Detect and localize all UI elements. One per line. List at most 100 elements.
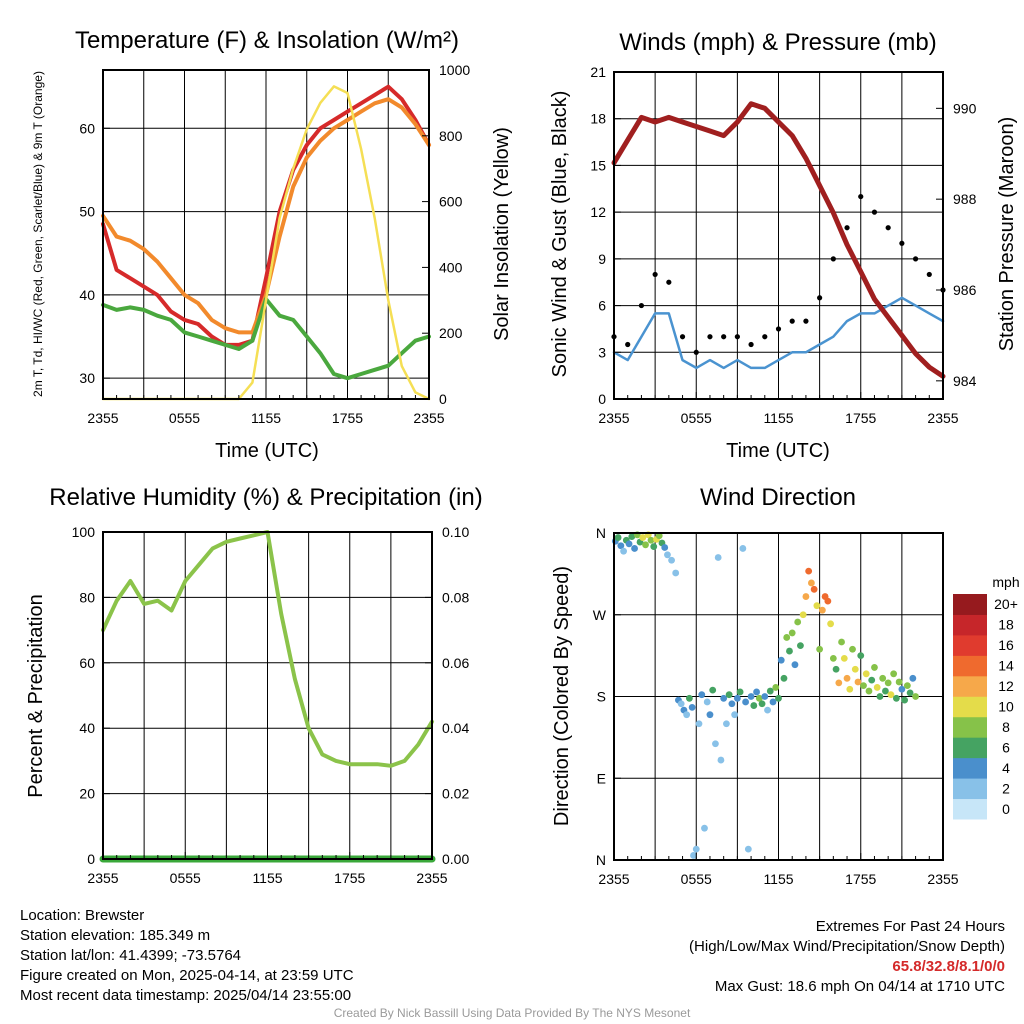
direction-point bbox=[777, 656, 785, 664]
humidity-ylabel: Percent & Precipitation bbox=[25, 594, 47, 797]
direction-point bbox=[683, 711, 691, 719]
direction-point bbox=[712, 740, 719, 748]
direction-point bbox=[854, 678, 862, 686]
max-gust: Max Gust: 18.6 mph On 04/14 at 1710 UTC bbox=[714, 978, 1005, 995]
speed-legend-unit: mph bbox=[992, 574, 1019, 590]
direction-point bbox=[884, 679, 892, 687]
y-tick-label: 20 bbox=[79, 786, 95, 802]
extremes-subtitle: (High/Low/Max Wind/Precipitation/Snow De… bbox=[689, 938, 1005, 955]
legend-swatch bbox=[953, 614, 987, 636]
legend-swatch bbox=[953, 757, 987, 779]
direction-point bbox=[862, 670, 870, 678]
x-tick-label: 2355 bbox=[87, 870, 118, 886]
direction-point bbox=[766, 687, 774, 695]
gust-point bbox=[926, 271, 932, 278]
direction-point bbox=[706, 711, 714, 719]
direction-point bbox=[617, 542, 625, 550]
x-tick-label: 2355 bbox=[598, 871, 629, 887]
direction-point bbox=[769, 698, 777, 706]
station-elevation: Station elevation: 185.349 m bbox=[20, 927, 211, 944]
direction-point bbox=[625, 540, 633, 548]
direction-point bbox=[857, 652, 865, 660]
legend-label: 16 bbox=[998, 637, 1014, 653]
y2-tick-label: 0.04 bbox=[442, 720, 469, 736]
direction-point bbox=[742, 698, 749, 706]
direction-point bbox=[827, 620, 834, 628]
gust-point bbox=[638, 302, 645, 309]
y2-tick-label: 0.08 bbox=[442, 589, 469, 605]
y-tick-label: 50 bbox=[79, 204, 95, 220]
gust-point bbox=[762, 334, 768, 340]
direction-point bbox=[851, 665, 859, 673]
direction-point bbox=[750, 702, 758, 709]
x-tick-label: 2355 bbox=[87, 410, 118, 426]
gust-point bbox=[844, 225, 850, 231]
gust-point bbox=[871, 209, 878, 215]
y-tick-label: E bbox=[597, 770, 606, 786]
direction-point bbox=[744, 845, 752, 853]
direction-point bbox=[690, 852, 697, 859]
x-tick-label: 2355 bbox=[927, 410, 958, 426]
legend-label: 6 bbox=[1002, 739, 1010, 755]
x-tick-label: 0555 bbox=[169, 410, 200, 426]
series-line-1 bbox=[101, 84, 431, 347]
direction-point bbox=[832, 665, 840, 673]
y2-tick-label: 0 bbox=[439, 391, 447, 407]
direction-point bbox=[677, 700, 685, 708]
direction-point bbox=[794, 618, 802, 626]
direction-point bbox=[755, 694, 763, 702]
y-tick-label: 21 bbox=[590, 64, 606, 80]
direction-point bbox=[672, 569, 680, 577]
direction-point bbox=[802, 593, 810, 600]
direction-title: Wind Direction bbox=[700, 484, 856, 511]
direction-point bbox=[698, 691, 706, 699]
gust-point bbox=[817, 295, 823, 301]
direction-point bbox=[758, 700, 766, 708]
gust-point bbox=[734, 334, 740, 340]
y2-tick-label: 0.10 bbox=[442, 524, 469, 540]
direction-point bbox=[685, 694, 693, 702]
y-tick-label: 0 bbox=[87, 851, 95, 867]
direction-point bbox=[709, 686, 717, 694]
x-tick-label: 2355 bbox=[416, 870, 447, 886]
x-tick-label: 0555 bbox=[170, 870, 201, 886]
direction-point bbox=[849, 645, 856, 653]
extremes-values: 65.8/32.8/8.1/0/0 bbox=[892, 958, 1005, 975]
insolation-ylabel: Solar Insolation (Yellow) bbox=[491, 127, 513, 341]
figure-created: Figure created on Mon, 2025-04-14, at 23… bbox=[20, 967, 354, 984]
extremes-info: Extremes For Past 24 Hours (High/Low/Max… bbox=[689, 917, 1005, 997]
direction-point bbox=[720, 694, 728, 702]
direction-point bbox=[661, 544, 669, 551]
direction-point bbox=[736, 688, 744, 696]
direction-point bbox=[901, 696, 909, 704]
temperature-panel: Temperature (F) & Insolation (W/m²) 2355… bbox=[31, 27, 513, 462]
winds-panel: Winds (mph) & Pressure (mb) 2355 0555 1155… bbox=[549, 29, 1018, 462]
winds-ylabel: Sonic Wind & Gust (Blue, Black) bbox=[549, 91, 571, 378]
direction-point bbox=[772, 684, 780, 691]
gust-point bbox=[666, 279, 672, 285]
direction-point bbox=[816, 645, 824, 653]
direction-point bbox=[824, 597, 832, 605]
extremes-title: Extremes For Past 24 Hours bbox=[815, 918, 1005, 935]
direction-point bbox=[733, 694, 741, 702]
direction-point bbox=[791, 661, 799, 669]
legend-label: 20+ bbox=[994, 596, 1018, 612]
direction-point bbox=[668, 556, 675, 564]
direction-point bbox=[717, 756, 725, 764]
direction-point bbox=[775, 694, 782, 702]
direction-point bbox=[871, 664, 878, 671]
y2-tick-label: 986 bbox=[953, 282, 977, 298]
gust-point bbox=[912, 256, 919, 262]
direction-point bbox=[692, 845, 700, 853]
direction-point bbox=[761, 693, 769, 700]
direction-point bbox=[739, 545, 747, 552]
direction-ylabel: Direction (Colored By Speed) bbox=[551, 566, 573, 826]
direction-point bbox=[818, 606, 826, 614]
direction-point bbox=[805, 567, 813, 575]
gust-point bbox=[830, 256, 836, 262]
winds-plot-frame bbox=[613, 71, 944, 400]
direction-point bbox=[714, 554, 722, 561]
x-tick-label: 1155 bbox=[763, 871, 793, 887]
y-tick-label: N bbox=[596, 525, 606, 541]
gust-point bbox=[775, 326, 782, 332]
